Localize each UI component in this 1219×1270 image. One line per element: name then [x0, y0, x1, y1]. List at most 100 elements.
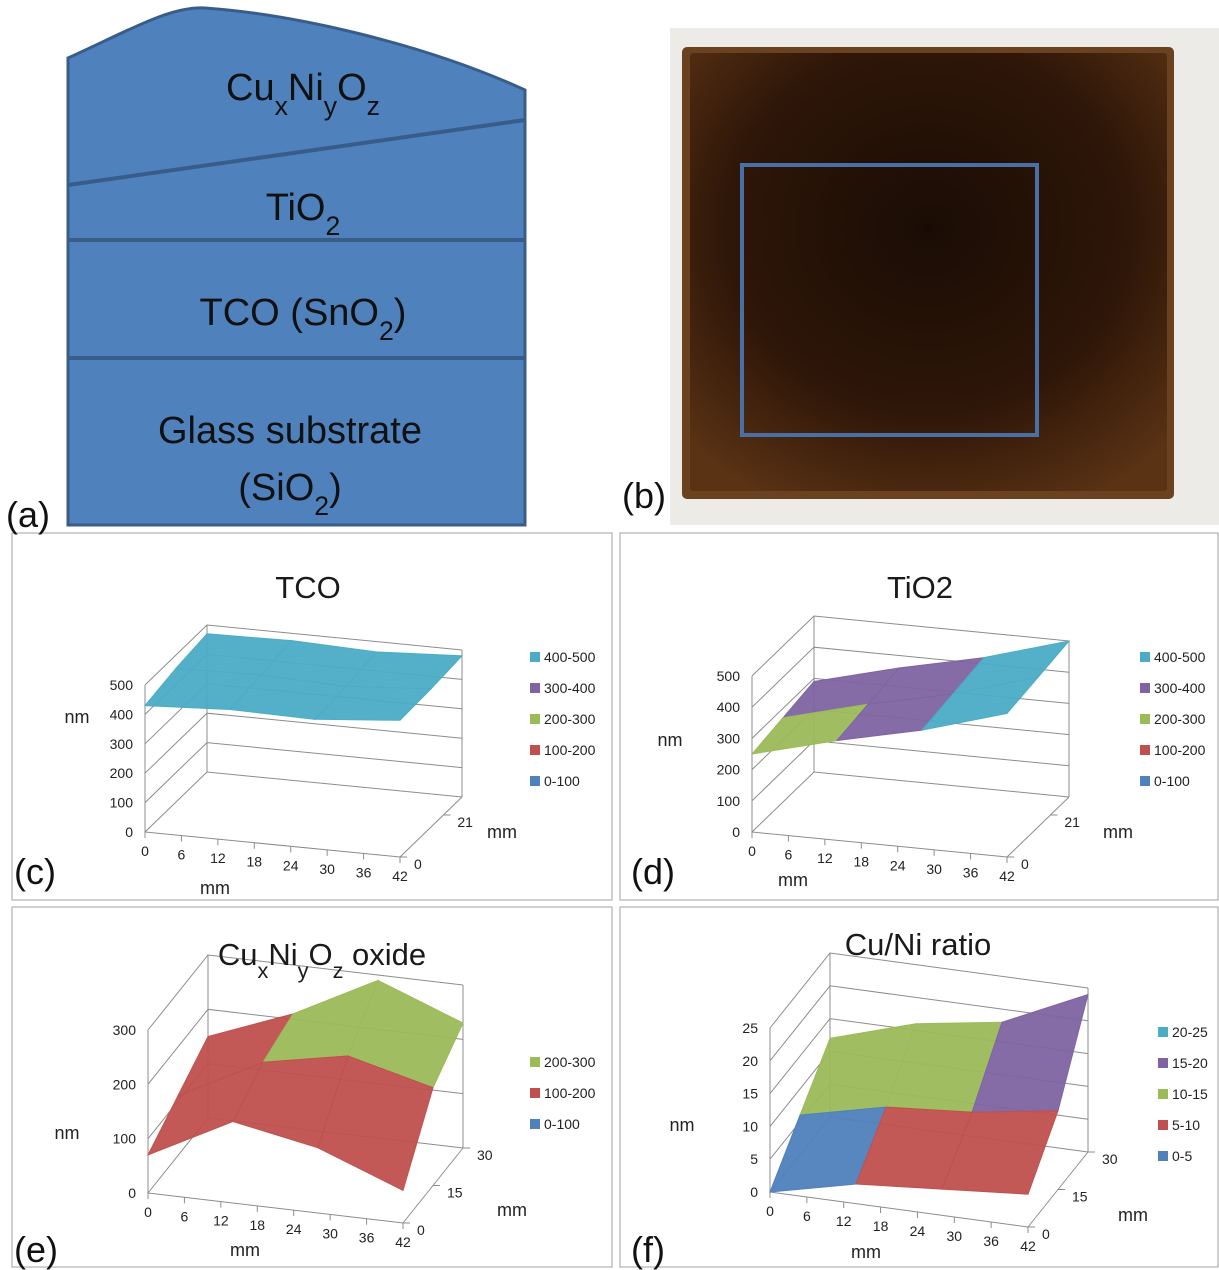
- y-tick-label: 15: [447, 1185, 463, 1201]
- chart-title: Cu/Ni ratio: [845, 927, 991, 962]
- x-tick-label: 42: [1020, 1238, 1036, 1254]
- y-axis-label: mm: [1118, 1205, 1148, 1225]
- z-tick-label: 400: [110, 706, 134, 722]
- text-run: Cu/Ni ratio: [845, 927, 991, 962]
- y-tick-label: 30: [1102, 1151, 1118, 1167]
- chart-title: CuxNiyOz oxide: [218, 937, 426, 983]
- legend-label: 10-15: [1172, 1086, 1208, 1102]
- legend-label: 15-20: [1172, 1055, 1208, 1071]
- panel-label: (d): [631, 851, 675, 892]
- text-run: O: [337, 67, 367, 109]
- x-tick-label: 18: [246, 854, 262, 870]
- y-tick-label: 0: [417, 1222, 425, 1238]
- x-tick-label: 18: [249, 1217, 265, 1233]
- subscript: z: [333, 958, 344, 983]
- legend-label: 200-300: [544, 1054, 596, 1070]
- z-tick-label: 100: [110, 795, 134, 811]
- x-tick-label: 0: [144, 1204, 152, 1220]
- legend-label: 200-300: [1154, 711, 1206, 727]
- legend-label: 0-5: [1172, 1148, 1192, 1164]
- grid-line: [145, 713, 462, 773]
- legend-label: 100-200: [544, 742, 596, 758]
- x-tick-label: 0: [748, 843, 756, 859]
- z-axis-label: nm: [64, 707, 89, 727]
- text-run: Glass substrate: [158, 410, 422, 452]
- y-tick-label: 21: [1064, 814, 1080, 830]
- x-tick-label: 30: [926, 861, 942, 877]
- legend-label: 100-200: [1154, 742, 1206, 758]
- legend-label: 300-400: [1154, 680, 1206, 696]
- z-axis-label: nm: [54, 1123, 79, 1143]
- figure: CuxNiyOzTiO2TCO (SnO2)Glass substrate(Si…: [0, 0, 1219, 1270]
- legend-swatch: [1140, 683, 1150, 693]
- x-tick-label: 6: [803, 1208, 811, 1224]
- x-tick-label: 0: [141, 843, 149, 859]
- subscript: y: [298, 958, 309, 983]
- subscript: 2: [314, 491, 329, 521]
- legend-label: 0-100: [544, 773, 580, 789]
- text-run: Cu: [226, 67, 275, 109]
- z-axis-label: nm: [669, 1115, 694, 1135]
- z-tick-label: 0: [128, 1185, 136, 1201]
- x-tick-label: 24: [286, 1221, 302, 1237]
- text-run: Ni: [268, 937, 297, 972]
- coated-glass: [690, 53, 1167, 491]
- legend-swatch: [1158, 1027, 1168, 1037]
- y-axis-label: mm: [487, 822, 517, 842]
- x-tick-label: 12: [210, 850, 226, 866]
- x-tick-label: 42: [999, 868, 1015, 884]
- z-tick-label: 300: [717, 730, 741, 746]
- z-tick-label: 100: [717, 793, 741, 809]
- legend-swatch: [1140, 652, 1150, 662]
- legend-swatch: [530, 745, 540, 755]
- legend-label: 0-100: [544, 1116, 580, 1132]
- subscript: y: [324, 91, 338, 121]
- legend-swatch: [530, 1057, 540, 1067]
- legend-swatch: [530, 1088, 540, 1098]
- text-run: (SiO: [238, 467, 314, 509]
- text-run: Ni: [288, 67, 324, 109]
- x-tick-label: 36: [356, 864, 372, 880]
- x-tick-label: 12: [817, 850, 833, 866]
- subscript: 2: [379, 316, 394, 346]
- x-tick-label: 18: [873, 1218, 889, 1234]
- y-axis: [1007, 797, 1069, 857]
- legend-label: 0-100: [1154, 773, 1190, 789]
- legend-swatch: [1158, 1120, 1168, 1130]
- text-run: ): [329, 467, 342, 509]
- text-run: TiO2: [887, 570, 953, 605]
- x-tick-label: 36: [983, 1233, 999, 1249]
- x-axis-label: mm: [230, 1240, 260, 1260]
- x-axis-label: mm: [200, 878, 230, 898]
- x-tick-label: 24: [910, 1223, 926, 1239]
- legend-swatch: [1158, 1058, 1168, 1068]
- x-tick-label: 6: [178, 847, 186, 863]
- legend-swatch: [1158, 1151, 1168, 1161]
- legend-swatch: [1140, 714, 1150, 724]
- grid-line: [752, 741, 1069, 801]
- panel-label: (a): [6, 494, 50, 535]
- legend-label: 400-500: [544, 649, 596, 665]
- panel-label: (f): [631, 1229, 665, 1270]
- text-run: TCO: [275, 570, 340, 605]
- panel-label: (c): [14, 851, 56, 892]
- y-tick-label: 0: [414, 856, 422, 872]
- y-axis-label: mm: [1103, 822, 1133, 842]
- legend-label: 200-300: [544, 711, 596, 727]
- z-tick-label: 20: [742, 1053, 758, 1069]
- x-tick-label: 18: [853, 854, 869, 870]
- x-tick-label: 6: [181, 1208, 189, 1224]
- text-run: ): [394, 292, 407, 334]
- y-tick-label: 15: [1072, 1189, 1088, 1205]
- z-tick-label: 100: [113, 1131, 137, 1147]
- z-axis-label: nm: [657, 730, 682, 750]
- subscript: x: [275, 91, 289, 121]
- x-tick-label: 6: [785, 847, 793, 863]
- y-tick-label: 21: [457, 814, 473, 830]
- z-tick-label: 5: [750, 1151, 758, 1167]
- y-tick-label: 30: [477, 1147, 493, 1163]
- legend-label: 100-200: [544, 1085, 596, 1101]
- sample-photo: [670, 28, 1219, 525]
- z-tick-label: 200: [110, 765, 134, 781]
- x-tick-label: 30: [946, 1228, 962, 1244]
